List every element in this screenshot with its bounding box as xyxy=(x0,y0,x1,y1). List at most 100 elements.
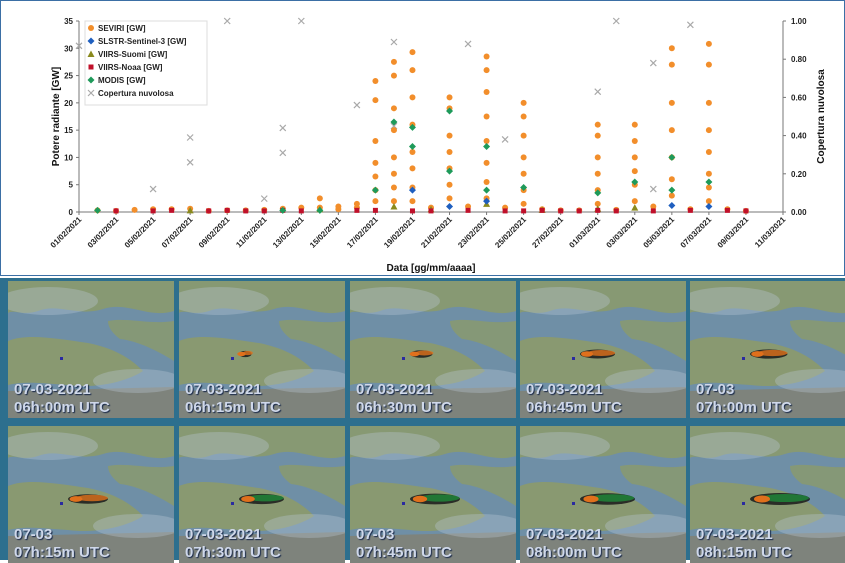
y-tick-label: 20 xyxy=(64,99,73,108)
x-tick-label: 11/03/2021 xyxy=(753,215,788,250)
legend-marker xyxy=(87,76,95,84)
data-point xyxy=(465,207,471,213)
frame-date-label: 07-03-2021 xyxy=(185,526,262,543)
data-point xyxy=(668,61,675,68)
data-point xyxy=(279,149,287,157)
x-tick-label: 01/02/2021 xyxy=(49,215,84,250)
data-point xyxy=(520,200,527,207)
data-point xyxy=(390,184,397,191)
x-tick-label: 21/02/2021 xyxy=(419,215,454,250)
data-point xyxy=(223,17,231,25)
data-point xyxy=(408,186,416,194)
data-point xyxy=(668,45,675,52)
data-point xyxy=(594,121,601,128)
data-point xyxy=(409,49,416,56)
data-point xyxy=(631,198,638,205)
data-point xyxy=(595,207,601,213)
data-point xyxy=(186,158,194,166)
data-point xyxy=(390,58,397,65)
legend-marker xyxy=(88,64,94,70)
legend-marker xyxy=(87,89,95,97)
data-point xyxy=(372,207,378,213)
data-point xyxy=(390,105,397,112)
data-point xyxy=(594,132,601,139)
frame-time-label: 08h:15m UTC xyxy=(696,544,792,561)
data-point xyxy=(409,94,416,101)
satellite-image xyxy=(350,426,516,563)
data-point xyxy=(483,113,490,120)
y2-tick-label: 0.40 xyxy=(791,132,807,141)
data-point xyxy=(705,127,712,134)
legend-label: VIIRS-Noaa [GW] xyxy=(98,63,163,72)
frame-date-label: 07-03-2021 xyxy=(14,381,91,398)
data-point xyxy=(316,206,324,214)
data-point xyxy=(446,195,453,202)
satellite-frame: 07-03-2021 08h:00m UTC xyxy=(520,426,686,563)
data-point xyxy=(409,148,416,155)
data-point xyxy=(668,192,675,199)
satellite-frame: 07-03-2021 07h:30m UTC xyxy=(179,426,345,563)
data-point xyxy=(705,184,712,191)
data-point xyxy=(705,61,712,68)
data-point xyxy=(483,143,491,151)
data-point xyxy=(131,206,138,213)
data-point xyxy=(206,208,212,214)
frame-date-label: 07-03 xyxy=(696,381,735,398)
data-point xyxy=(354,207,360,213)
y2-tick-label: 0.20 xyxy=(791,170,807,179)
data-point xyxy=(631,121,638,128)
data-point xyxy=(594,200,601,207)
satellite-frame: 07-03-2021 06h:15m UTC xyxy=(179,281,345,418)
y-tick-label: 25 xyxy=(64,72,73,81)
data-point xyxy=(298,208,304,214)
frame-time-label: 06h:00m UTC xyxy=(14,399,110,416)
frame-date-label: 07-03 xyxy=(14,526,53,543)
data-point xyxy=(612,17,620,25)
x-tick-label: 15/02/2021 xyxy=(308,215,343,250)
legend-marker xyxy=(88,25,94,31)
x-tick-label: 09/03/2021 xyxy=(716,215,751,250)
satellite-image xyxy=(690,426,845,563)
satellite-image xyxy=(8,281,174,418)
satellite-image xyxy=(350,281,516,418)
data-point xyxy=(483,138,490,145)
data-point xyxy=(520,170,527,177)
frame-date-label: 07-03-2021 xyxy=(696,526,773,543)
frame-time-label: 07h:45m UTC xyxy=(356,544,452,561)
data-point xyxy=(483,88,490,95)
satellite-frame: 07-03 07h:45m UTC xyxy=(350,426,516,563)
frame-time-label: 07h:15m UTC xyxy=(14,544,110,561)
legend-label: SEVIRI [GW] xyxy=(98,24,146,33)
y-tick-label: 15 xyxy=(64,126,73,135)
data-point xyxy=(372,78,379,85)
data-point xyxy=(631,178,639,186)
data-point xyxy=(631,204,639,211)
data-point xyxy=(705,198,712,205)
data-point xyxy=(150,208,156,214)
data-point xyxy=(372,173,379,180)
data-point xyxy=(668,127,675,134)
data-point xyxy=(243,208,249,214)
data-point xyxy=(428,208,434,214)
x-tick-label: 23/02/2021 xyxy=(456,215,491,250)
frame-date-label: 07-03-2021 xyxy=(356,381,433,398)
frame-time-label: 06h:15m UTC xyxy=(185,399,281,416)
x-tick-label: 03/02/2021 xyxy=(86,215,121,250)
data-point xyxy=(631,154,638,161)
y2-tick-label: 0.80 xyxy=(791,55,807,64)
data-point xyxy=(409,67,416,74)
satellite-frame: 07-03 07h:15m UTC xyxy=(8,426,174,563)
data-point xyxy=(705,40,712,47)
frame-time-label: 07h:00m UTC xyxy=(696,399,792,416)
data-point xyxy=(390,127,397,134)
data-point xyxy=(446,167,454,175)
data-point xyxy=(649,59,657,67)
x-tick-label: 01/03/2021 xyxy=(567,215,602,250)
frame-time-label: 06h:30m UTC xyxy=(356,399,452,416)
x-axis-title: Data [gg/mm/aaaa] xyxy=(387,263,476,274)
data-point xyxy=(464,40,472,48)
data-point xyxy=(502,208,508,214)
legend-marker xyxy=(87,37,95,45)
data-point xyxy=(186,206,194,214)
data-point xyxy=(279,206,287,214)
